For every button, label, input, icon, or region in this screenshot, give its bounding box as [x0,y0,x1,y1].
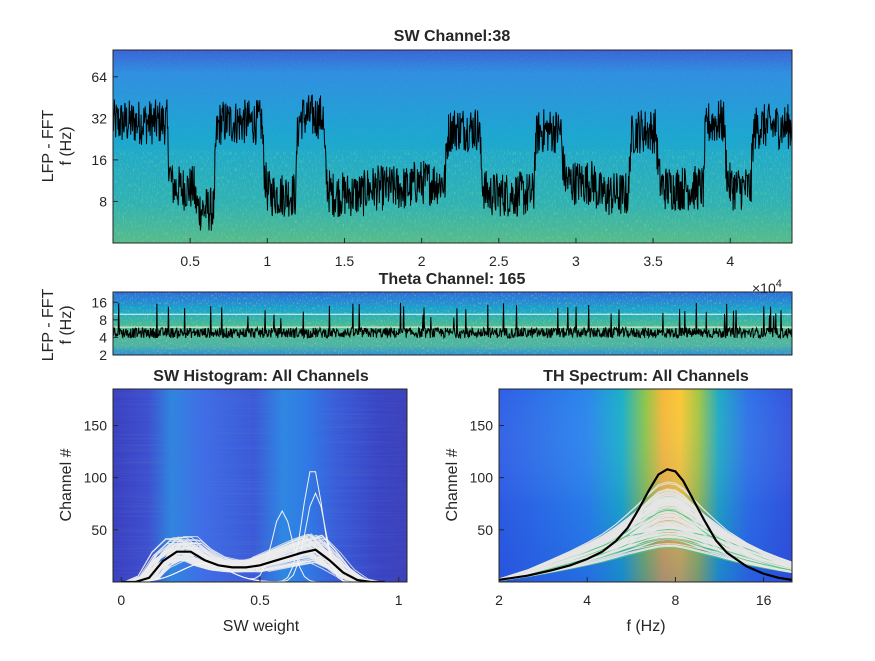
sw-spectrogram-ylabel: LFP - FFT [40,109,57,182]
hist-x-tick-label: 1 [395,592,403,608]
theta-ratio-trace [113,302,792,340]
sw-spectrogram-x-ticks: 0.5 1 1.5 2 2.5 3 3.5 4 [180,238,734,269]
th-spectrum-ylabel: Channel # [444,448,461,521]
spec-channel-curve [499,491,792,580]
sw-spectrogram-axes [112,49,793,244]
spec-channel-curve [499,497,792,580]
theta-spectrogram-ylabel: LFP - FFT [40,288,57,361]
spec-y-tick-label: 100 [470,470,494,486]
spec-channel-curve [499,518,792,581]
th-spectrum-panel: TH Spectrum: All Channels 2 4 8 16 50 100 150… [444,368,793,635]
sw-x-tick-label: 3 [572,253,580,269]
th-spectrum-x-ticks: 2 4 8 16 [495,577,772,608]
sw-spectrogram-panel: SW Channel:38 8 16 32 64 0.5 1 1.5 2 2.5 3 3.5 4 L… [40,28,793,269]
spec-channel-curve [499,494,792,580]
spec-channel-curve [499,516,792,581]
theta-x-exponent: ×104 [752,278,782,296]
spec-channel-curve [499,545,792,582]
th-spectrum-xlabel: f (Hz) [626,618,665,635]
sw-histogram-mean-curve [121,548,385,582]
spec-x-tick-label: 2 [495,592,503,608]
th-spectrum-y-ticks: 50 100 150 [470,418,504,538]
sw-y-tick-label: 64 [91,69,107,85]
sw-histogram-panel: SW Histogram: All Channels 0 0.5 1 5010015… [58,368,408,635]
theta-spectrogram-y-ticks: 2 48 16 [91,294,118,363]
th-y-tick-label: 2 [99,347,107,363]
sw-x-tick-label: 3.5 [643,253,663,269]
th-y-tick-label: 8 [99,312,107,328]
sw-histogram-y-ticks: 50 100 150 [84,418,118,538]
sw-y-tick-label: 16 [91,152,107,168]
th-spectrum-title: TH Spectrum: All Channels [543,368,749,385]
sw-spectrogram-y-ticks: 8 16 32 64 [91,69,118,209]
spec-x-tick-label: 4 [583,592,591,608]
sw-spectrogram-ylabel-unit: f (Hz) [58,126,75,165]
hist-y-tick-label: 100 [84,470,108,486]
spec-x-tick-label: 8 [672,592,680,608]
sw-slope-trace [113,94,792,231]
sw-y-tick-label: 8 [99,193,107,209]
sw-x-tick-label: 4 [726,253,734,269]
hist-channel-curve [127,534,391,582]
th-spectrum-channel-curves [499,481,792,582]
sw-histogram-xlabel: SW weight [223,618,300,635]
theta-spectrogram-axes [112,291,793,356]
spec-x-tick-label: 16 [756,592,772,608]
spec-y-tick-label: 150 [470,418,494,434]
th-spectrum-mean-curve [499,468,792,581]
hist-channel-curve [113,552,378,582]
sw-x-tick-label: 2.5 [489,253,509,269]
hist-x-tick-label: 0 [117,592,125,608]
sw-y-tick-label: 32 [91,110,107,126]
th-y-tick-label: 16 [91,294,107,310]
hist-x-tick-label: 0.5 [250,592,270,608]
spec-channel-curve [499,481,792,580]
sw-x-tick-label: 1 [263,253,271,269]
th-spectrum-axes [498,388,793,583]
hist-y-tick-label: 150 [84,418,108,434]
hist-y-tick-label: 50 [91,522,107,538]
sw-histogram-title: SW Histogram: All Channels [153,368,369,385]
sw-x-tick-label: 0.5 [180,253,200,269]
spec-channel-curve [499,529,792,581]
spec-channel-curve [499,526,792,581]
hist-channel-curve [121,492,382,582]
sw-x-tick-label: 1.5 [335,253,355,269]
hist-channel-curve [120,559,385,582]
sw-x-tick-label: 2 [418,253,426,269]
hist-channel-curve [131,552,395,582]
spec-channel-curve [499,492,792,580]
theta-spectrogram-title: Theta Channel: 165 [379,271,526,288]
spec-y-tick-label: 50 [477,522,493,538]
spec-channel-curve [499,547,792,582]
sw-histogram-ylabel: Channel # [58,448,75,521]
th-y-tick-label: 4 [99,329,107,345]
hist-channel-curve [130,550,394,582]
sw-histogram-x-ticks: 0 0.5 1 [117,577,403,608]
theta-spectrogram-ylabel-unit: f (Hz) [58,305,75,344]
sw-spectrogram-title: SW Channel:38 [394,28,511,45]
